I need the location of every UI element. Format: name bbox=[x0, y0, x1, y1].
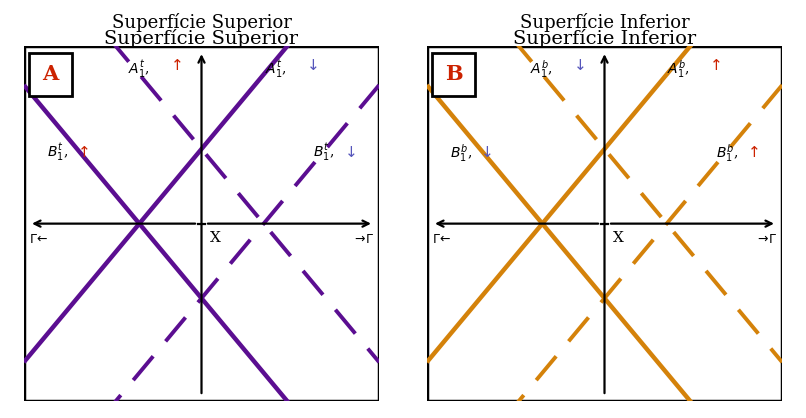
Text: $\Gamma\!\leftarrow$: $\Gamma\!\leftarrow$ bbox=[29, 232, 48, 245]
Text: X: X bbox=[613, 231, 625, 245]
Text: $\uparrow$: $\uparrow$ bbox=[168, 59, 182, 74]
Text: Superfície Inferior: Superfície Inferior bbox=[513, 29, 696, 48]
Text: $\downarrow$: $\downarrow$ bbox=[305, 59, 319, 74]
Text: $B_1^t$,: $B_1^t$, bbox=[314, 142, 336, 163]
Text: Superfície Inferior: Superfície Inferior bbox=[520, 13, 689, 31]
Text: $A_1^b$,: $A_1^b$, bbox=[530, 59, 555, 80]
Bar bbox=[432, 53, 475, 96]
Text: B: B bbox=[445, 64, 463, 84]
Text: $\rightarrow\!\Gamma$: $\rightarrow\!\Gamma$ bbox=[754, 232, 777, 245]
Text: $B_1^b$,: $B_1^b$, bbox=[717, 142, 740, 163]
Text: $A_1^t$,: $A_1^t$, bbox=[264, 59, 288, 80]
Text: $\rightarrow\!\Gamma$: $\rightarrow\!\Gamma$ bbox=[351, 232, 374, 245]
Text: $\uparrow$: $\uparrow$ bbox=[75, 145, 89, 160]
Text: A: A bbox=[43, 64, 59, 84]
Text: $\downarrow$: $\downarrow$ bbox=[571, 59, 585, 74]
Text: $\uparrow$: $\uparrow$ bbox=[708, 59, 722, 74]
Text: $\downarrow$: $\downarrow$ bbox=[342, 145, 356, 160]
Text: Superfície Superior: Superfície Superior bbox=[111, 13, 292, 31]
Text: $A_1^b$,: $A_1^b$, bbox=[667, 59, 692, 80]
Text: $\uparrow$: $\uparrow$ bbox=[745, 145, 759, 160]
Bar bbox=[29, 53, 72, 96]
Text: Superfície Superior: Superfície Superior bbox=[105, 29, 298, 48]
Text: X: X bbox=[210, 231, 222, 245]
Text: $A_1^t$,: $A_1^t$, bbox=[127, 59, 151, 80]
Text: $B_1^t$,: $B_1^t$, bbox=[47, 142, 69, 163]
Text: $\Gamma\!\leftarrow$: $\Gamma\!\leftarrow$ bbox=[432, 232, 451, 245]
Text: $\downarrow$: $\downarrow$ bbox=[478, 145, 492, 160]
Text: $B_1^b$,: $B_1^b$, bbox=[450, 142, 473, 163]
